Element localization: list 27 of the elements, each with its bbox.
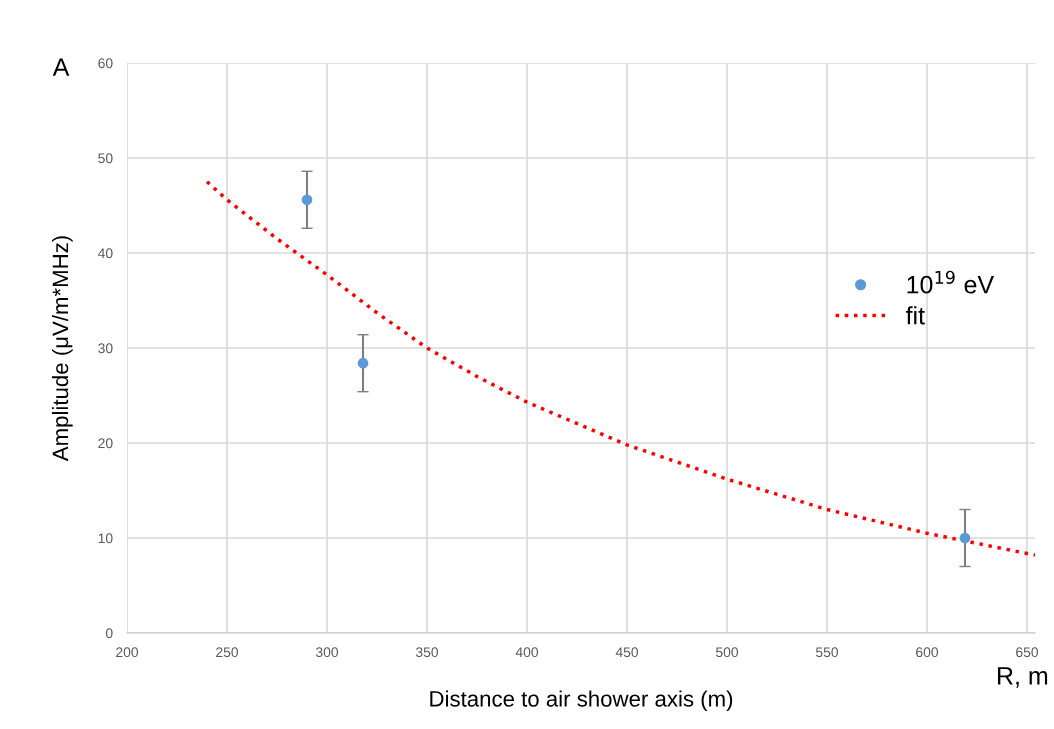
x-tick-label: 500 xyxy=(715,647,739,658)
legend-label: 10$^{19}$ eV xyxy=(907,270,994,294)
y-tick-label: 40 xyxy=(97,248,113,259)
point xyxy=(357,357,369,369)
y-tick-label: 50 xyxy=(98,153,113,164)
y-tick-label: 60 xyxy=(98,58,113,69)
x-tick-label: 600 xyxy=(916,647,939,658)
y-axis-title: Amplitude (μV/m*MHz) xyxy=(51,236,73,462)
legend-label: fit xyxy=(905,306,925,325)
y-tick-label: 0 xyxy=(105,628,113,639)
x-tick-label: 450 xyxy=(615,647,639,658)
text: R, m xyxy=(998,667,1048,688)
y-tick-label: 20 xyxy=(98,438,113,449)
x-tick-label: 250 xyxy=(216,647,239,658)
x-tick-label: 650 xyxy=(1016,647,1039,658)
y-tick-label: 10 xyxy=(98,533,113,544)
x-tick-label: 200 xyxy=(116,647,139,658)
point xyxy=(301,194,313,206)
y-tick-label: 30 xyxy=(98,343,113,354)
x-axis-title: Distance to air shower axis (m) xyxy=(430,690,733,712)
x-tick-label: 350 xyxy=(415,647,439,658)
line-series xyxy=(205,180,1035,557)
x-tick-label: 400 xyxy=(515,647,539,658)
x-tick-label: 300 xyxy=(315,647,339,658)
text: A xyxy=(52,58,70,76)
x-tick-label: 550 xyxy=(815,647,839,658)
point xyxy=(959,532,971,544)
